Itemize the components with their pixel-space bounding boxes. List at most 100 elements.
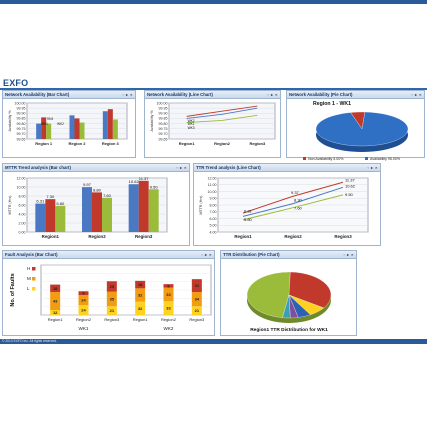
y-tick-label: 10.00 bbox=[17, 185, 26, 189]
stack-segment bbox=[135, 301, 146, 315]
panel-controls[interactable]: ▫ ▸ × bbox=[201, 252, 212, 257]
y-tick-label: 9.00 bbox=[210, 197, 217, 201]
panel-controls[interactable]: ▫ ▸ × bbox=[367, 165, 378, 170]
pie-slice bbox=[315, 111, 409, 147]
bar bbox=[69, 115, 75, 139]
legend-swatch bbox=[32, 267, 36, 271]
x-tick-label: Region1 bbox=[234, 234, 252, 239]
bar bbox=[128, 184, 139, 232]
panel-header[interactable]: MTTR Trend analysis (Bar chart) ▫ ▸ × bbox=[3, 164, 189, 172]
bar bbox=[107, 109, 113, 139]
mttr-bar-chart: 12.00 10.00 8.00 6.00 4.00 2.00 0.00 MTTR (Hrs)… bbox=[8, 176, 168, 239]
panel-title: TTR Trend analysis (Line Chart) bbox=[196, 165, 261, 170]
data-label: WK2 bbox=[57, 122, 64, 126]
panel-controls[interactable]: ▫ ▸ × bbox=[411, 92, 422, 97]
panel-title: TTR Distribution (Pie Chart) bbox=[223, 252, 280, 257]
legend-label: H bbox=[27, 266, 30, 271]
data-label: 12 bbox=[53, 310, 58, 315]
y-tick-label: 99.95 bbox=[159, 106, 168, 110]
legend-label: L bbox=[27, 286, 30, 291]
y-tick-label: 4.00 bbox=[19, 212, 26, 216]
x-tick-label: Region3 bbox=[249, 141, 266, 146]
stack-segment bbox=[50, 310, 61, 315]
x-tick-label: Region1 bbox=[42, 234, 60, 239]
data-label: 6.31 bbox=[244, 208, 253, 213]
y-tick-label: 99.70 bbox=[159, 132, 168, 136]
bar bbox=[41, 117, 47, 139]
panel-header[interactable]: TTR Distribution (Pie Chart) ▫ ▸ × bbox=[221, 251, 356, 259]
x-tick-label: Region2 bbox=[76, 317, 92, 322]
data-label: 33 bbox=[166, 292, 171, 297]
panel-title: Fault Analysis (Bar Chart) bbox=[5, 252, 58, 257]
data-label: 31 bbox=[195, 283, 200, 288]
bar bbox=[102, 197, 112, 232]
x-tick-label: Region2 bbox=[161, 317, 177, 322]
stack-segment bbox=[78, 291, 89, 295]
x-tick-label: Region 1 bbox=[35, 141, 53, 146]
y-tick-label: 8.00 bbox=[210, 203, 217, 207]
pie-slice bbox=[282, 294, 291, 319]
panel-header[interactable]: Network Availability (Line Chart) ▫ ▸ × bbox=[145, 91, 280, 99]
y-tick-label: 99.85 bbox=[17, 117, 26, 121]
y-tick-label: 8.00 bbox=[19, 194, 26, 198]
data-label: 8.30 bbox=[294, 198, 303, 203]
chart-title: Region 1 - WK1 bbox=[313, 101, 351, 107]
data-label: 7.30 bbox=[46, 194, 55, 199]
data-label: 11.37 bbox=[345, 177, 355, 182]
data-label: 18 bbox=[53, 286, 58, 291]
data-label: 99.8 bbox=[47, 117, 53, 121]
panel-header[interactable]: Network Availability (Pie Chart) ▫ ▸ × bbox=[287, 91, 424, 99]
panel-header[interactable]: TTR Trend analysis (Line Chart) ▫ ▸ × bbox=[194, 164, 380, 172]
series-line bbox=[186, 114, 258, 123]
bar bbox=[45, 199, 56, 232]
panel-header[interactable]: Network Availability (Bar Chart) ▫ ▸ × bbox=[3, 91, 135, 99]
y-tick-label: 99.90 bbox=[17, 112, 26, 116]
y-tick-label: 5.00 bbox=[210, 224, 217, 228]
panel-header[interactable]: Fault Analysis (Bar Chart) ▫ ▸ × bbox=[3, 251, 214, 259]
y-tick-label: 99.80 bbox=[17, 122, 26, 126]
panel-title: Network Availability (Line Chart) bbox=[147, 92, 213, 97]
y-axis-label: No. of Faults bbox=[10, 273, 16, 306]
plot-area bbox=[168, 102, 276, 140]
data-label: 9.37 bbox=[291, 190, 300, 195]
y-tick-label: 12.00 bbox=[17, 176, 26, 180]
stack-segment bbox=[191, 279, 202, 293]
legend-swatch bbox=[303, 157, 306, 160]
bar bbox=[148, 189, 159, 232]
y-tick-label: 7.00 bbox=[210, 210, 217, 214]
bar bbox=[35, 203, 46, 232]
y-tick-label: 6.00 bbox=[19, 203, 26, 207]
data-label: 24 bbox=[81, 298, 86, 303]
group-label: WK1 bbox=[79, 326, 89, 331]
panel-controls[interactable]: ▫ ▸ × bbox=[176, 165, 187, 170]
legend-swatch bbox=[365, 157, 368, 160]
bar bbox=[74, 118, 80, 139]
data-label: 10.62 bbox=[129, 179, 140, 184]
panel-controls[interactable]: ▫ ▸ × bbox=[122, 92, 133, 97]
x-tick-label: Region3 bbox=[334, 234, 352, 239]
y-tick-label: 4.00 bbox=[210, 230, 217, 234]
y-tick-label: 12.00 bbox=[208, 176, 217, 180]
x-tick-label: Region1 bbox=[179, 141, 196, 146]
stack-segment bbox=[106, 306, 117, 315]
y-tick-label: 6.00 bbox=[210, 217, 217, 221]
panel-controls[interactable]: ▫ ▸ × bbox=[267, 92, 278, 97]
data-label: 7.60 bbox=[103, 193, 112, 198]
panel-controls[interactable]: ▫ ▸ × bbox=[343, 252, 354, 257]
stack-segment bbox=[163, 284, 174, 288]
ttr-distribution-pie-chart: Region1 TTR Distribution for WK1 bbox=[246, 271, 332, 333]
y-tick-label: 0.00 bbox=[19, 230, 26, 234]
y-tick-label: 99.75 bbox=[159, 127, 168, 131]
y-tick-label: 10.00 bbox=[208, 190, 217, 194]
y-tick-label: 11.00 bbox=[208, 183, 217, 187]
stack-segment bbox=[78, 305, 89, 315]
chart-title: Region1 TTR Distribution for WK1 bbox=[250, 327, 328, 333]
y-tick-label: 2.00 bbox=[19, 221, 26, 225]
panel-title: Network Availability (Pie Chart) bbox=[289, 92, 353, 97]
data-label: 9.50 bbox=[150, 184, 159, 189]
stack-segment bbox=[106, 291, 117, 307]
x-tick-label: Region1 bbox=[133, 317, 149, 322]
y-tick-label: 99.95 bbox=[17, 106, 26, 110]
x-tick-label: Region1 bbox=[48, 317, 64, 322]
